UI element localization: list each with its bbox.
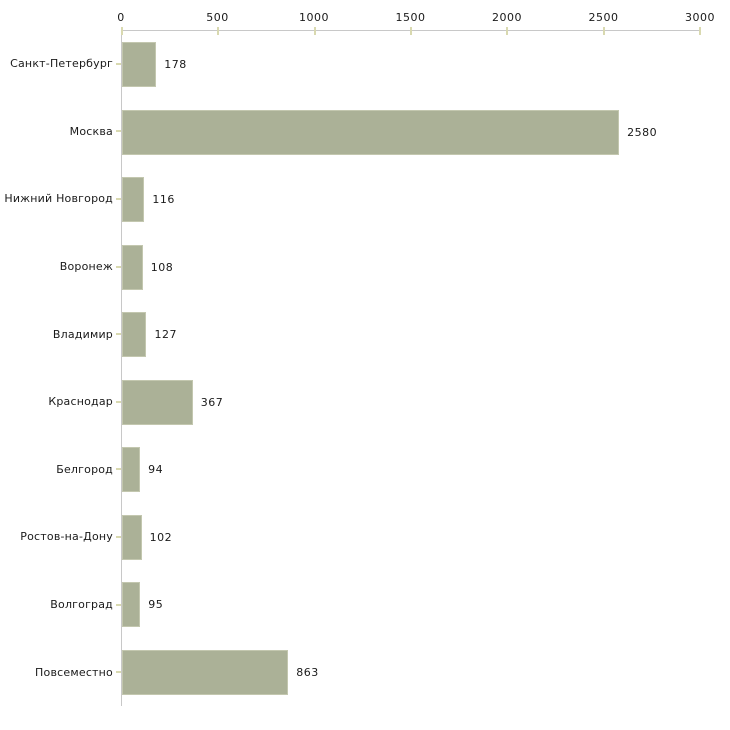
x-tick-label: 0	[117, 11, 125, 24]
category-row: Нижний Новгород	[0, 165, 121, 233]
x-tick-mark	[699, 27, 701, 35]
category-label: Повсеместно	[35, 665, 113, 679]
value-label: 863	[296, 665, 319, 679]
category-row: Ростов-на-Дону	[0, 503, 121, 571]
y-tick-mark	[116, 130, 121, 133]
x-tick-mark	[121, 27, 123, 35]
category-label: Белгород	[56, 462, 113, 476]
category-label: Санкт-Петербург	[10, 57, 113, 71]
bar	[122, 109, 620, 155]
category-row: Москва	[0, 98, 121, 166]
category-row: Санкт-Петербург	[0, 30, 121, 98]
bar	[122, 447, 141, 493]
bar	[122, 582, 141, 628]
category-row: Повсеместно	[0, 638, 121, 706]
bar	[122, 42, 157, 88]
category-label: Владимир	[52, 327, 113, 341]
y-tick-mark	[116, 265, 121, 268]
x-tick-mark	[410, 27, 412, 35]
y-tick-mark	[116, 62, 121, 65]
y-tick-mark	[116, 671, 121, 674]
x-tick-mark	[217, 27, 220, 35]
plot-area: 178 2580 116 108 127 367 94 102 95 863	[121, 27, 701, 707]
x-tick-mark	[313, 27, 316, 35]
bar-row: 102	[122, 504, 700, 572]
y-tick-mark	[116, 333, 121, 336]
x-tick-label: 2500	[588, 11, 619, 24]
category-row: Владимир	[0, 300, 121, 368]
bar-row: 116	[122, 166, 700, 234]
value-label: 2580	[627, 125, 658, 139]
x-tick-label: 1000	[299, 11, 329, 24]
value-label: 116	[152, 193, 175, 207]
bar	[122, 244, 143, 290]
category-label: Волгоград	[50, 598, 113, 612]
bar-row: 94	[122, 436, 700, 504]
bar-row: 367	[122, 369, 700, 437]
y-tick-mark	[116, 468, 121, 471]
bar-row: 127	[122, 301, 700, 369]
x-tick-mark	[506, 27, 509, 35]
y-tick-mark	[116, 535, 121, 538]
value-label: 367	[200, 395, 224, 409]
y-tick-mark	[116, 603, 121, 606]
value-label: 94	[148, 463, 164, 477]
bar-row: 178	[122, 31, 700, 99]
x-tick-label: 3000	[685, 11, 715, 24]
x-tick-mark	[602, 27, 605, 35]
y-tick-mark	[116, 197, 121, 200]
value-label: 178	[164, 58, 187, 72]
value-label: 108	[150, 260, 174, 274]
x-tick-label: 1500	[395, 11, 426, 24]
bar	[122, 649, 289, 695]
category-row: Воронеж	[0, 233, 121, 301]
value-label: 127	[154, 328, 177, 342]
y-tick-mark	[116, 400, 121, 403]
bar	[122, 177, 145, 223]
bar-row: 2580	[122, 99, 700, 167]
bar	[122, 379, 193, 425]
x-tick-label: 2000	[492, 11, 522, 24]
category-row: Белгород	[0, 436, 121, 504]
category-label: Нижний Новгород	[4, 192, 113, 206]
bar-row: 863	[122, 639, 700, 707]
category-label: Москва	[69, 124, 113, 138]
x-tick-label: 500	[206, 11, 229, 24]
bar-row: 108	[122, 234, 700, 302]
category-label: Ростов-на-Дону	[20, 530, 113, 544]
category-row: Волгоград	[0, 571, 121, 639]
bar	[122, 514, 142, 560]
category-label: Воронеж	[59, 260, 113, 274]
bar	[122, 312, 147, 358]
value-label: 102	[149, 530, 173, 544]
category-row: Краснодар	[0, 368, 121, 436]
bar-row: 95	[122, 571, 700, 639]
x-axis: 0 500 1000 1500 2000 2500 3000	[117, 0, 714, 27]
category-label: Краснодар	[48, 395, 113, 409]
value-label: 95	[148, 598, 164, 612]
y-axis: Санкт-Петербург Москва Нижний Новгород Воро…	[0, 30, 121, 706]
